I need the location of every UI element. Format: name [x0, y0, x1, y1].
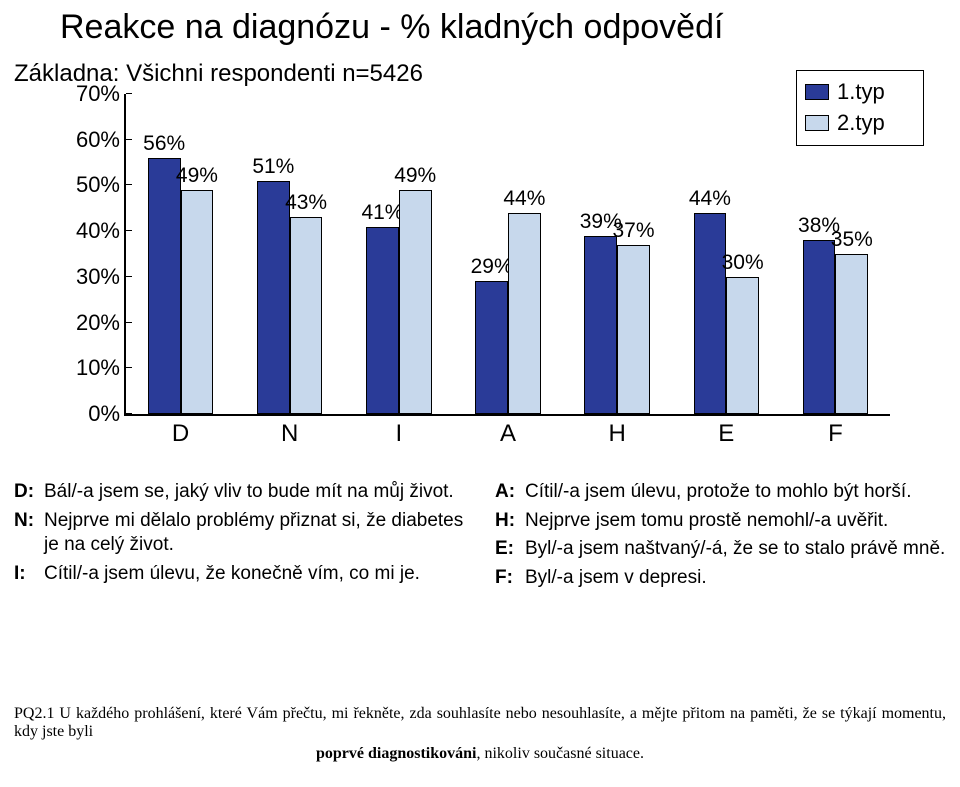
definition-text: Byl/-a jsem naštvaný/-á, že se to stalo …	[525, 537, 945, 562]
bar-value-label: 30%	[708, 251, 778, 275]
bar-series2	[181, 190, 214, 414]
bar-value-label: 56%	[129, 132, 199, 156]
bar-chart: 0%10%20%30%40%50%60%70%56%49%D51%43%N41%…	[70, 94, 890, 454]
bar-series2	[617, 245, 650, 414]
y-tick-label: 20%	[76, 310, 126, 336]
definition-text: Bál/-a jsem se, jaký vliv to bude mít na…	[44, 480, 454, 505]
definitions-left: D:Bál/-a jsem se, jaký vliv to bude mít …	[14, 480, 465, 595]
bar-series2	[399, 190, 432, 414]
definition-text: Cítil/-a jsem úlevu, že konečně vím, co …	[44, 562, 420, 587]
bar-value-label: 43%	[271, 191, 341, 215]
chart-title: Reakce na diagnózu - % kladných odpovědí	[60, 8, 723, 47]
bar-series2	[835, 254, 868, 414]
definition-key: F:	[495, 566, 519, 591]
y-tick-label: 0%	[88, 401, 126, 427]
definition-item: E:Byl/-a jsem naštvaný/-á, že se to stal…	[495, 537, 946, 562]
bar-series1	[584, 236, 617, 414]
y-tick-label: 60%	[76, 127, 126, 153]
y-tick-label: 40%	[76, 218, 126, 244]
bar-series1	[257, 181, 290, 414]
y-tick-label: 30%	[76, 264, 126, 290]
footnote-line2: poprvé diagnostikováni, nikoliv současné…	[14, 745, 946, 763]
x-category-label: N	[281, 420, 298, 448]
bar-group: 56%49%D	[126, 94, 235, 414]
footnote: PQ2.1 U každého prohlášení, které Vám př…	[14, 705, 946, 763]
definition-text: Nejprve mi dělalo problémy přiznat si, ž…	[44, 509, 465, 558]
page: { "title": "Reakce na diagnózu - % kladn…	[0, 0, 960, 787]
footnote-line1: PQ2.1 U každého prohlášení, které Vám př…	[14, 705, 946, 741]
bar-value-label: 44%	[489, 187, 559, 211]
bar-group: 44%30%E	[672, 94, 781, 414]
y-tick-label: 10%	[76, 355, 126, 381]
definition-item: D:Bál/-a jsem se, jaký vliv to bude mít …	[14, 480, 465, 505]
y-tick-label: 50%	[76, 172, 126, 198]
definition-key: E:	[495, 537, 519, 562]
bar-group: 51%43%N	[235, 94, 344, 414]
definition-item: N:Nejprve mi dělalo problémy přiznat si,…	[14, 509, 465, 558]
x-category-label: D	[172, 420, 189, 448]
bar-group: 41%49%I	[344, 94, 453, 414]
bar-series2	[290, 217, 323, 414]
definitions: D:Bál/-a jsem se, jaký vliv to bude mít …	[14, 480, 946, 595]
bar-series1	[803, 240, 836, 414]
definition-key: A:	[495, 480, 519, 505]
bar-group: 38%35%F	[781, 94, 890, 414]
bar-value-label: 51%	[238, 155, 308, 179]
plot-area: 0%10%20%30%40%50%60%70%56%49%D51%43%N41%…	[124, 94, 890, 416]
definition-key: D:	[14, 480, 38, 505]
definition-key: N:	[14, 509, 38, 558]
definition-item: F:Byl/-a jsem v depresi.	[495, 566, 946, 591]
definition-item: I:Cítil/-a jsem úlevu, že konečně vím, c…	[14, 562, 465, 587]
definition-key: I:	[14, 562, 38, 587]
bar-series1	[148, 158, 181, 414]
definitions-right: A:Cítil/-a jsem úlevu, protože to mohlo …	[495, 480, 946, 595]
bar-value-label: 44%	[675, 187, 745, 211]
y-tick-label: 70%	[76, 81, 126, 107]
x-category-label: F	[828, 420, 843, 448]
x-category-label: I	[396, 420, 403, 448]
bar-value-label: 37%	[599, 219, 669, 243]
bar-series2	[508, 213, 541, 414]
bar-group: 39%37%H	[563, 94, 672, 414]
bar-series1	[366, 227, 399, 414]
definition-item: H:Nejprve jsem tomu prostě nemohl/-a uvě…	[495, 509, 946, 534]
definition-text: Byl/-a jsem v depresi.	[525, 566, 707, 591]
x-category-label: H	[608, 420, 625, 448]
bar-series1	[694, 213, 727, 414]
x-category-label: A	[500, 420, 516, 448]
bar-value-label: 49%	[380, 164, 450, 188]
definition-key: H:	[495, 509, 519, 534]
definition-item: A:Cítil/-a jsem úlevu, protože to mohlo …	[495, 480, 946, 505]
bar-series1	[475, 281, 508, 414]
definition-text: Cítil/-a jsem úlevu, protože to mohlo bý…	[525, 480, 912, 505]
x-category-label: E	[718, 420, 734, 448]
bar-group: 29%44%A	[453, 94, 562, 414]
bar-value-label: 49%	[162, 164, 232, 188]
definition-text: Nejprve jsem tomu prostě nemohl/-a uvěři…	[525, 509, 888, 534]
bar-value-label: 35%	[817, 228, 887, 252]
bar-series2	[726, 277, 759, 414]
